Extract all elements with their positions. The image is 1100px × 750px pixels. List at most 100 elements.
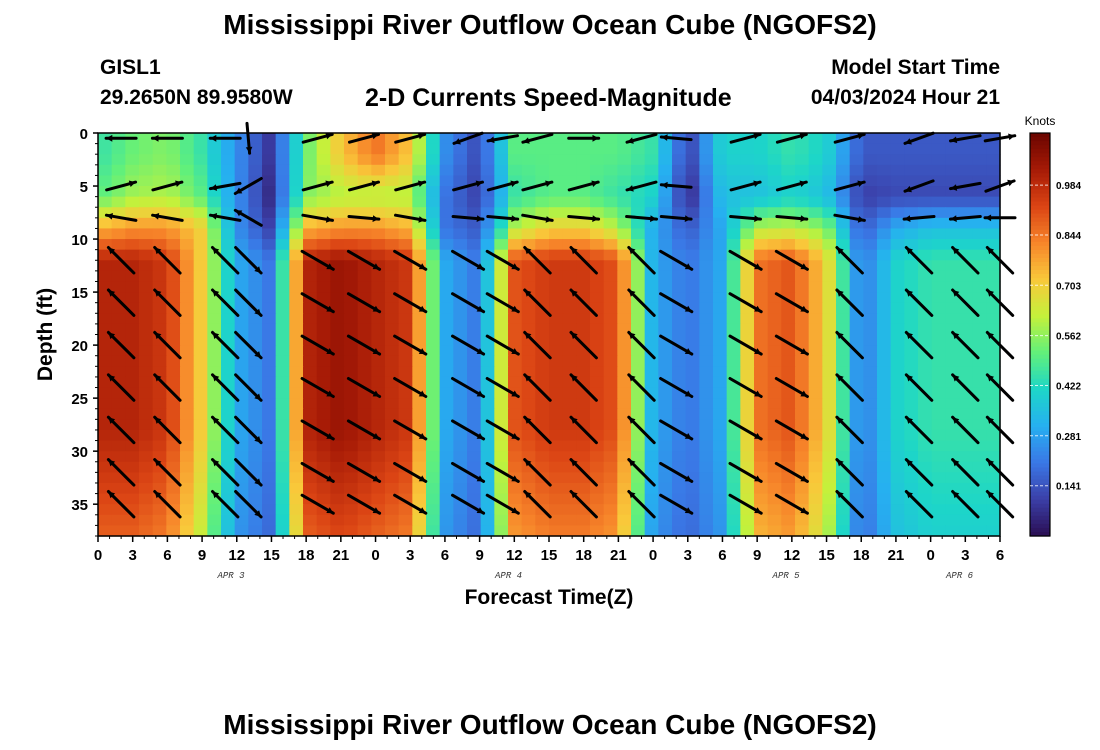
heat-cell (931, 345, 946, 357)
heat-cell (740, 504, 755, 516)
heat-cell (904, 228, 919, 240)
heat-cell (740, 154, 755, 166)
heat-cell (945, 376, 960, 389)
heat-cell (98, 281, 113, 293)
heat-cell (398, 408, 413, 420)
heat-cell (439, 207, 454, 219)
heat-cell (207, 175, 222, 187)
heat-cell (207, 239, 222, 251)
heat-cell (699, 196, 714, 208)
colorbar-segment (1030, 133, 1050, 138)
heat-cell (590, 217, 605, 230)
heat-cell (426, 175, 441, 187)
heat-cell (576, 175, 591, 187)
heat-cell (931, 217, 946, 230)
current-vector (234, 373, 263, 402)
heat-cell (398, 313, 413, 325)
current-vector (728, 377, 763, 398)
heat-cell (931, 334, 946, 346)
heat-cell (549, 186, 564, 198)
current-vector (569, 330, 598, 360)
current-vector (104, 134, 138, 142)
heat-cell (439, 408, 454, 420)
heat-cell (549, 281, 564, 293)
heat-cell (221, 175, 236, 187)
heat-cell (426, 292, 441, 304)
heat-cell (453, 525, 468, 537)
heat-cell (617, 408, 632, 420)
heat-cell (303, 133, 318, 145)
heat-cell (289, 334, 304, 346)
heat-cell (275, 493, 290, 505)
heat-cell (289, 387, 304, 399)
heat-cell (986, 217, 1001, 230)
colorbar-segment (1030, 141, 1050, 146)
heat-cell (152, 239, 167, 251)
heat-cell (603, 472, 618, 484)
current-vector (150, 134, 184, 142)
heat-cell (453, 154, 468, 166)
heat-cell (139, 239, 154, 251)
vector-head (475, 180, 483, 187)
heat-cell (111, 228, 126, 240)
heat-cell (904, 419, 919, 431)
heat-cell (152, 387, 167, 399)
heat-cell (494, 217, 509, 230)
heat-cell (890, 164, 905, 177)
vector-head (418, 433, 426, 439)
heat-cell (248, 239, 263, 251)
heat-cell (644, 249, 659, 261)
heat-cell (781, 334, 796, 346)
heat-cell (467, 440, 482, 452)
heat-cell (371, 143, 386, 155)
heat-cell (644, 440, 659, 452)
vector-head (571, 374, 578, 382)
current-vector (903, 179, 935, 193)
current-vector (104, 213, 138, 222)
current-vector (521, 213, 554, 223)
current-vector (153, 246, 182, 275)
vector-head (754, 215, 761, 222)
heat-cell (412, 143, 427, 155)
heat-cell (904, 302, 919, 314)
heat-cell (644, 408, 659, 420)
heat-cell (139, 461, 154, 473)
heat-cell (740, 387, 755, 399)
heat-cell (125, 355, 140, 367)
heat-cell (371, 196, 386, 208)
heat-cell (521, 175, 536, 187)
heat-cell (740, 525, 755, 537)
heat-cell (795, 207, 810, 219)
heat-cell (316, 260, 331, 272)
heat-cell (617, 270, 632, 283)
current-vector (234, 490, 263, 519)
heat-cell (439, 143, 454, 155)
heat-cell (685, 345, 700, 357)
heat-cell (617, 313, 632, 325)
heat-cell (330, 186, 345, 198)
heat-cell (180, 260, 195, 272)
heat-cell (726, 376, 741, 389)
heat-cell (754, 504, 769, 516)
heat-cell (959, 376, 974, 389)
heat-cell (221, 323, 236, 336)
heat-cell (672, 440, 687, 452)
heat-cell (398, 143, 413, 155)
heat-cell (726, 398, 741, 410)
heat-cell (535, 133, 550, 145)
heat-cell (781, 440, 796, 452)
heat-cell (152, 281, 167, 293)
heat-cell (453, 260, 468, 272)
heat-cell (221, 249, 236, 261)
heat-cell (275, 366, 290, 378)
colorbar-segment (1030, 435, 1050, 440)
heat-cell (480, 154, 495, 166)
heat-cell (139, 196, 154, 208)
heat-cell (152, 482, 167, 495)
current-vector (729, 132, 762, 144)
heat-cell (931, 292, 946, 304)
heat-cell (699, 133, 714, 145)
heat-cell (658, 504, 673, 516)
heat-cell (658, 302, 673, 314)
heat-cell (426, 387, 441, 399)
